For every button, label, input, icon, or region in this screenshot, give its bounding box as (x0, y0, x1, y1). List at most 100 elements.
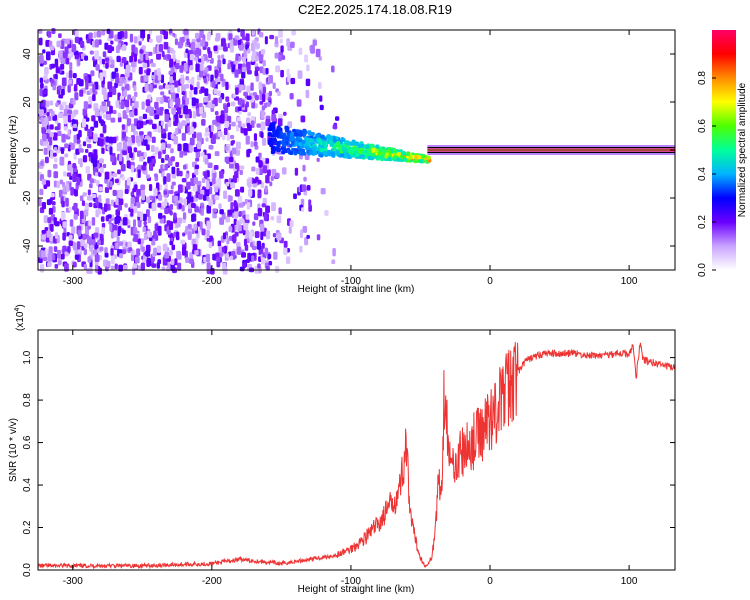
heatmap-cell (225, 145, 229, 151)
heatmap-cell (64, 46, 69, 55)
heatmap-band-cell (304, 141, 309, 146)
heatmap-band-cell (270, 133, 275, 138)
heatmap-cell (317, 82, 322, 89)
heatmap-cell (260, 121, 266, 130)
heatmap-cell (147, 156, 152, 164)
heatmap-cell (164, 207, 169, 215)
heatmap-cell (196, 81, 200, 89)
heatmap-cell (51, 28, 56, 34)
heatmap-cell (238, 120, 242, 128)
heatmap-cell (273, 251, 278, 260)
heatmap-band-cell (357, 143, 362, 148)
heatmap-band-cell (276, 141, 281, 146)
heatmap-cell (166, 220, 171, 226)
heatmap-cell (164, 84, 170, 90)
heatmap-cell (157, 194, 163, 201)
heatmap-cell (291, 30, 297, 36)
heatmap-cell (39, 77, 44, 84)
x-tick-label: -300 (63, 276, 83, 287)
heatmap-cell (132, 206, 138, 214)
heatmap-cell (150, 145, 155, 153)
heatmap-cell (116, 143, 122, 152)
heatmap-cell (48, 137, 53, 146)
heatmap-cell (60, 253, 65, 260)
heatmap-cell (264, 247, 269, 256)
heatmap-cell (212, 208, 218, 213)
heatmap-cell (41, 229, 46, 234)
heatmap-cell (207, 101, 213, 109)
heatmap-cell (89, 88, 93, 95)
heatmap-cell (112, 110, 117, 115)
colorbar-ticks: 0.0 0.2 0.4 0.6 0.8 (697, 71, 716, 277)
x-tick-label: -300 (63, 576, 83, 587)
heatmap-cell (104, 171, 110, 180)
heatmap-cell (224, 156, 230, 163)
heatmap-cell (206, 204, 212, 214)
heatmap-cell (177, 184, 183, 193)
heatmap-cell (47, 169, 52, 178)
heatmap-cell (79, 210, 84, 220)
heatmap-cell (67, 109, 72, 115)
heatmap-cell (46, 262, 52, 267)
heatmap-cell (50, 78, 55, 84)
heatmap-cell (217, 55, 221, 60)
heatmap-cell (193, 176, 198, 185)
heatmap-band-cell (329, 135, 334, 140)
heatmap-cell (110, 156, 115, 163)
chart-title: C2E2.2025.174.18.08.R19 (298, 2, 452, 17)
heatmap-cell (94, 50, 100, 60)
heatmap-cell (102, 124, 107, 134)
heatmap-cell (289, 41, 295, 48)
heatmap-cell (72, 242, 77, 251)
snr-y-ticks: 0.0 0.2 0.4 0.6 0.8 1.0 (22, 350, 675, 577)
heatmap-band-cell (276, 125, 281, 130)
heatmap-cell (52, 152, 57, 157)
heatmap-cell (257, 263, 261, 269)
heatmap-cell (223, 104, 229, 114)
heatmap-cell (93, 149, 98, 157)
heatmap-cell (191, 214, 195, 223)
heatmap-cell (180, 77, 185, 85)
heatmap-cell (68, 69, 73, 79)
heatmap-cell (238, 224, 242, 232)
heatmap-cell (108, 219, 112, 225)
heatmap-cell (88, 152, 93, 158)
heatmap-cell (178, 203, 182, 209)
heatmap-cell (104, 203, 108, 213)
heatmap-cell (63, 52, 68, 59)
heatmap-cell (70, 145, 75, 150)
heatmap-cell (43, 215, 49, 224)
heatmap-cell (47, 217, 52, 223)
heatmap-cell (164, 251, 170, 259)
heatmap-cell (50, 110, 55, 117)
heatmap-cell (298, 47, 303, 55)
heatmap-cell (260, 181, 264, 189)
heatmap-cell (82, 233, 87, 240)
heatmap-cell (221, 246, 226, 253)
heatmap-cell (179, 170, 183, 177)
heatmap-cell (320, 188, 326, 195)
heatmap-cell (137, 220, 142, 228)
heatmap-cell (56, 180, 60, 189)
heatmap-cell (159, 106, 164, 112)
heatmap-cell (54, 264, 59, 269)
heatmap-cell (174, 258, 178, 266)
heatmap-cell (245, 33, 250, 42)
heatmap-cell (201, 228, 206, 236)
heatmap-cell (53, 180, 58, 188)
heatmap-cell (62, 232, 66, 241)
heatmap-cell (43, 147, 48, 155)
heatmap-cell (213, 88, 218, 95)
heatmap-cell (64, 251, 69, 257)
heatmap-cell (332, 247, 336, 257)
heatmap-cell (306, 184, 311, 191)
heatmap-cell (72, 173, 77, 183)
heatmap-cell (200, 86, 205, 94)
heatmap-cell (97, 267, 102, 275)
heatmap-cell (184, 105, 189, 115)
heatmap-cell (154, 173, 158, 178)
heatmap-band-cell (310, 132, 315, 137)
heatmap-cell (173, 195, 179, 202)
heatmap-cell (164, 183, 168, 189)
heatmap-cell (269, 181, 273, 187)
